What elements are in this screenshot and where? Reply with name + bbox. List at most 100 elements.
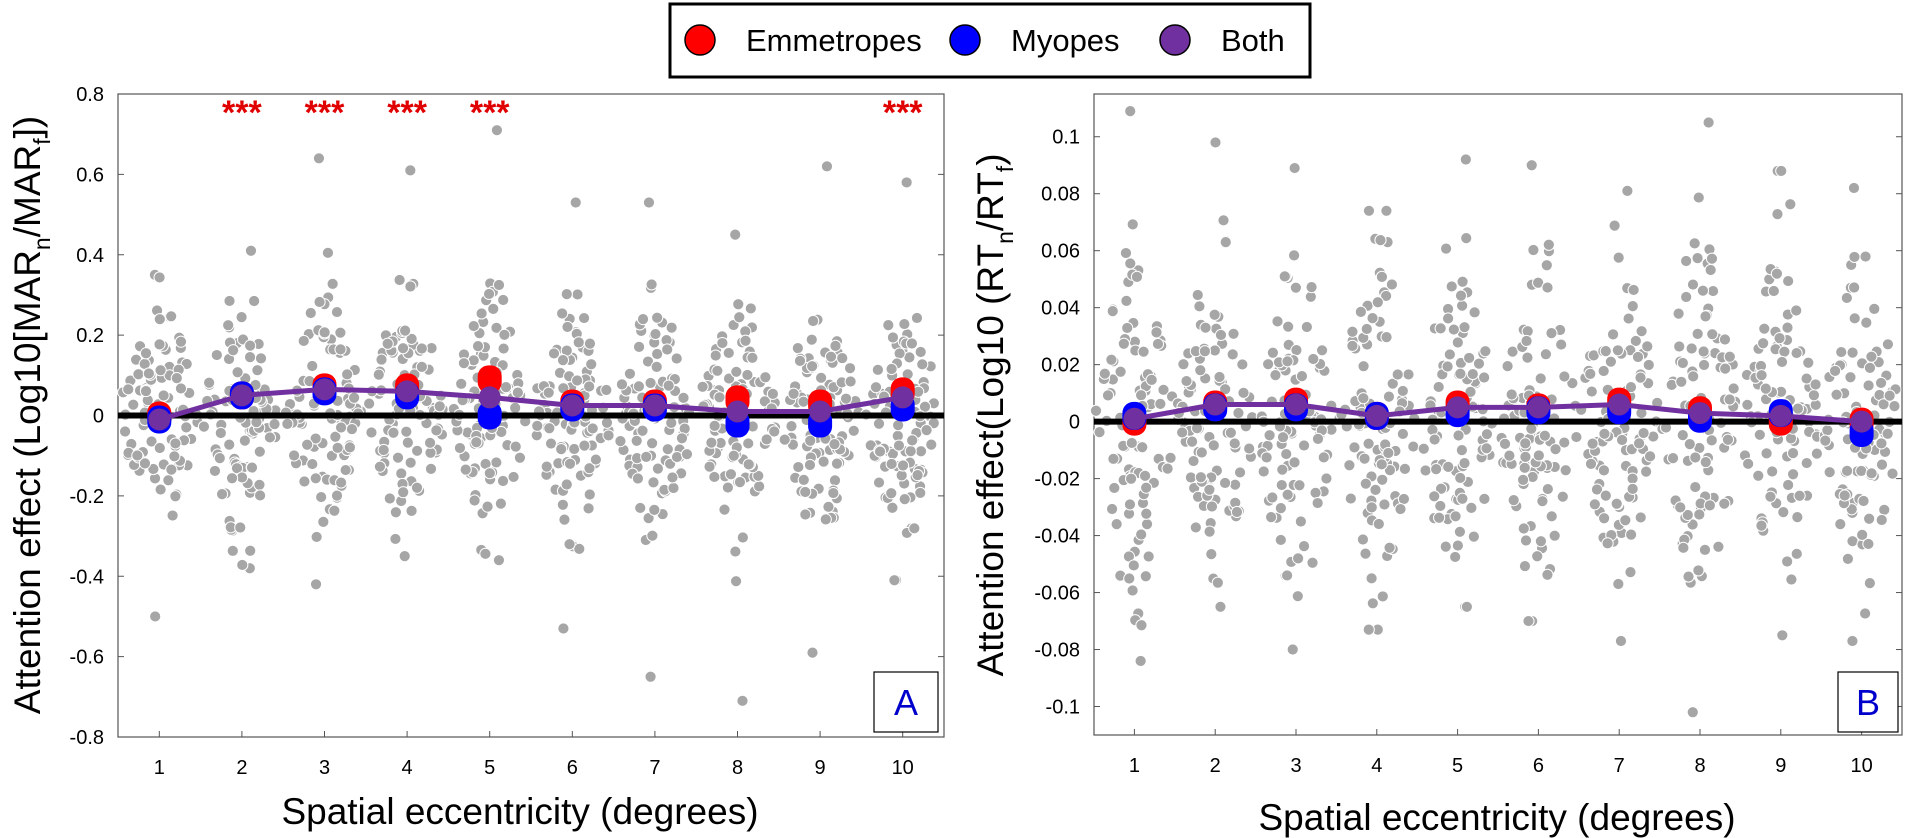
- scatter-point: [343, 441, 357, 454]
- scatter-point: [1558, 370, 1571, 383]
- scatter-point: [226, 544, 239, 557]
- scatter-point: [496, 474, 510, 488]
- scatter-point: [481, 500, 494, 513]
- y-axis-label-subscript: n: [992, 231, 1018, 244]
- scatter-point: [817, 455, 830, 468]
- scatter-point: [1692, 564, 1705, 577]
- scatter-point: [1859, 250, 1872, 263]
- scatter-point: [1624, 380, 1638, 394]
- scatter-point: [911, 468, 924, 482]
- scatter-point: [843, 362, 857, 375]
- scatter-point: [492, 554, 506, 567]
- scatter-point: [1608, 219, 1621, 232]
- scatter-point: [306, 457, 319, 471]
- scatter-point: [174, 382, 188, 395]
- scatter-point: [1585, 385, 1598, 398]
- scatter-point: [1604, 355, 1617, 368]
- scatter-point: [650, 360, 663, 373]
- scatter-point: [563, 538, 576, 551]
- scatter-point: [1688, 237, 1701, 250]
- scatter-point: [154, 483, 167, 496]
- scatter-point: [1369, 483, 1382, 496]
- scatter-point: [1271, 315, 1284, 328]
- scatter-point: [1154, 397, 1167, 410]
- scatter-point: [165, 310, 178, 323]
- scatter-point: [1518, 559, 1532, 573]
- scatter-point: [509, 401, 522, 414]
- scatter-point: [142, 367, 155, 380]
- scatter-point: [1723, 350, 1736, 363]
- marker-both: [1285, 393, 1307, 416]
- scatter-point: [1281, 569, 1294, 582]
- scatter-point: [1366, 312, 1379, 325]
- scatter-point: [398, 550, 411, 563]
- scatter-point: [405, 504, 418, 517]
- scatter-point: [297, 334, 310, 348]
- scatter-point: [1213, 370, 1226, 384]
- scatter-point: [1615, 433, 1629, 447]
- scatter-point: [404, 456, 417, 469]
- scatter-point: [1520, 334, 1533, 348]
- scatter-point: [245, 461, 259, 474]
- scatter-point: [1346, 325, 1359, 338]
- scatter-point: [1787, 468, 1800, 481]
- scatter-point: [132, 368, 145, 381]
- scatter-point: [1841, 552, 1855, 565]
- scatter-point: [1291, 590, 1304, 603]
- scatter-point: [1208, 308, 1221, 321]
- scatter-point: [1458, 321, 1471, 334]
- line-both: [1133, 402, 1862, 425]
- scatter-point: [1293, 479, 1306, 492]
- scatter-point: [479, 547, 492, 560]
- scatter-point: [365, 426, 378, 439]
- panel-letter: B: [1856, 682, 1880, 723]
- scatter-point: [1759, 382, 1772, 395]
- scatter-point: [341, 368, 354, 381]
- scatter-point: [1786, 447, 1800, 460]
- scatter-point: [822, 500, 835, 513]
- scatter-point: [893, 347, 906, 360]
- scatter-point: [873, 445, 887, 458]
- y-tick-label: 0.1: [1052, 127, 1080, 149]
- scatter-point: [1877, 398, 1890, 411]
- scatter-point: [253, 489, 267, 502]
- scatter-point: [766, 387, 779, 400]
- scatter-point: [1629, 334, 1642, 348]
- scatter-point: [1177, 358, 1190, 371]
- scatter-point: [1791, 402, 1805, 415]
- scatter-point: [306, 359, 319, 373]
- scatter-point: [1214, 328, 1228, 342]
- scatter-point: [1548, 529, 1561, 542]
- scatter-point: [1125, 472, 1138, 485]
- marker-both: [396, 380, 419, 403]
- scatter-point: [483, 287, 496, 301]
- scatter-point: [1371, 296, 1384, 309]
- scatter-point: [1673, 340, 1686, 353]
- scatter-point: [1478, 492, 1491, 505]
- marker-both: [1527, 396, 1550, 419]
- marker-both: [313, 378, 336, 401]
- scatter-point: [571, 374, 584, 387]
- y-tick-label: -0.04: [1034, 526, 1080, 548]
- scatter-point: [153, 271, 166, 284]
- x-tick-label: 7: [1614, 755, 1625, 777]
- scatter-point: [471, 340, 485, 353]
- legend-label-emmetropes: Emmetropes: [746, 23, 922, 58]
- scatter-point: [197, 420, 211, 433]
- scatter-point: [1862, 537, 1875, 551]
- scatter-point: [1631, 350, 1645, 364]
- scatter-point: [1677, 541, 1690, 554]
- scatter-point: [373, 460, 387, 473]
- scatter-point: [1232, 406, 1245, 420]
- scatter-point: [680, 448, 694, 461]
- scatter-point: [1702, 116, 1715, 129]
- marker-both: [230, 384, 253, 407]
- x-axis-label: Spatial eccentricity (degrees): [281, 791, 758, 832]
- scatter-point: [339, 463, 352, 477]
- scatter-point: [1441, 360, 1454, 373]
- scatter-point: [497, 342, 510, 355]
- x-tick-label: 3: [1290, 755, 1301, 777]
- scatter-point: [614, 435, 627, 448]
- scatter-point: [1428, 490, 1441, 503]
- scatter-point: [1698, 543, 1712, 556]
